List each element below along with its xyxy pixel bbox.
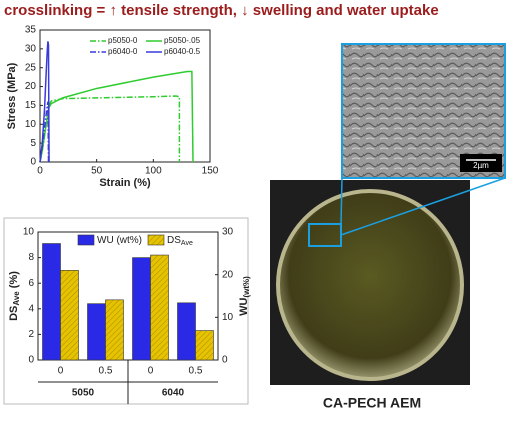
group-label: 5050 (72, 388, 95, 399)
bar (105, 299, 124, 361)
legend-label: DSAve (167, 235, 193, 247)
legend-label: p5050-.05 (164, 36, 201, 45)
legend-label: p6040-0 (108, 47, 138, 56)
y2-axis-label-part: (wt%) (242, 276, 251, 298)
y-axis-label: DSAve (%) (8, 271, 21, 321)
legend-label: p5050-0 (108, 36, 138, 45)
legend-swatch (147, 234, 165, 246)
y-tick-label: 35 (25, 25, 37, 36)
bar (195, 330, 214, 361)
y2-tick-label: 0 (222, 355, 228, 366)
x-tick-label: 50 (91, 166, 103, 177)
x-tick-label: 0.5 (189, 366, 203, 377)
x-tick-label: 100 (145, 166, 162, 177)
y-tick-label: 5 (30, 138, 36, 149)
scale-bar-box (460, 154, 502, 172)
y-tick-label: 4 (28, 303, 34, 314)
zoom-line (340, 177, 506, 236)
legend-label-part: Ave (181, 240, 193, 247)
y-tick-label: 30 (25, 43, 37, 54)
group-label: 6040 (162, 388, 185, 399)
zoom-line (340, 177, 343, 225)
y-tick-label: 10 (25, 119, 37, 130)
y-tick-label: 2 (28, 329, 34, 340)
y-axis-label-part: DS (8, 306, 20, 321)
photo-caption: CA-PECH AEM (323, 395, 421, 411)
legend-label: p6040-0.5 (164, 47, 201, 56)
line-series (39, 41, 50, 163)
y-axis-label-part: Ave (12, 291, 21, 306)
bar (60, 270, 79, 361)
y-tick-label: 0 (30, 157, 36, 168)
x-tick-label: 0 (148, 366, 154, 377)
y2-axis-label-part: WU (238, 297, 250, 315)
y-tick-label: 8 (28, 252, 34, 263)
legend-label-part: WU (wt%) (97, 235, 142, 246)
bar (150, 254, 169, 361)
y-tick-label: 25 (25, 62, 37, 73)
x-tick-label: 0.5 (99, 366, 113, 377)
bar-chart-frame (3, 217, 249, 405)
y2-axis-label: WU(wt%) (238, 276, 251, 316)
x-tick-label: 0 (58, 366, 64, 377)
line-series (39, 70, 194, 163)
membrane (276, 189, 464, 381)
y-tick-label: 10 (23, 227, 35, 238)
bar (132, 257, 151, 361)
y-tick-label: 20 (25, 81, 37, 92)
plot-frame (39, 29, 211, 163)
y2-tick-label: 30 (222, 227, 234, 238)
y2-tick-label: 20 (222, 269, 234, 280)
y-tick-label: 15 (25, 100, 37, 111)
line-series (39, 95, 181, 163)
figure-title: crosslinking = ↑ tensile strength, ↓ swe… (4, 2, 439, 19)
bar (87, 303, 106, 361)
bar (177, 302, 196, 361)
x-tick-label: 150 (202, 166, 219, 177)
legend-label-part: DS (167, 235, 181, 246)
y-tick-label: 0 (28, 355, 34, 366)
legend-swatch (77, 234, 95, 246)
y-axis-label: Stress (MPa) (6, 62, 18, 129)
y2-tick-label: 10 (222, 312, 234, 323)
bar (42, 243, 61, 361)
scale-bar-label: 2µm (473, 161, 489, 170)
x-tick-label: 0 (37, 166, 43, 177)
legend-label: WU (wt%) (97, 235, 142, 246)
x-axis-label: Strain (%) (99, 177, 151, 189)
y-tick-label: 6 (28, 278, 34, 289)
y-axis-label-part: (%) (8, 271, 20, 292)
